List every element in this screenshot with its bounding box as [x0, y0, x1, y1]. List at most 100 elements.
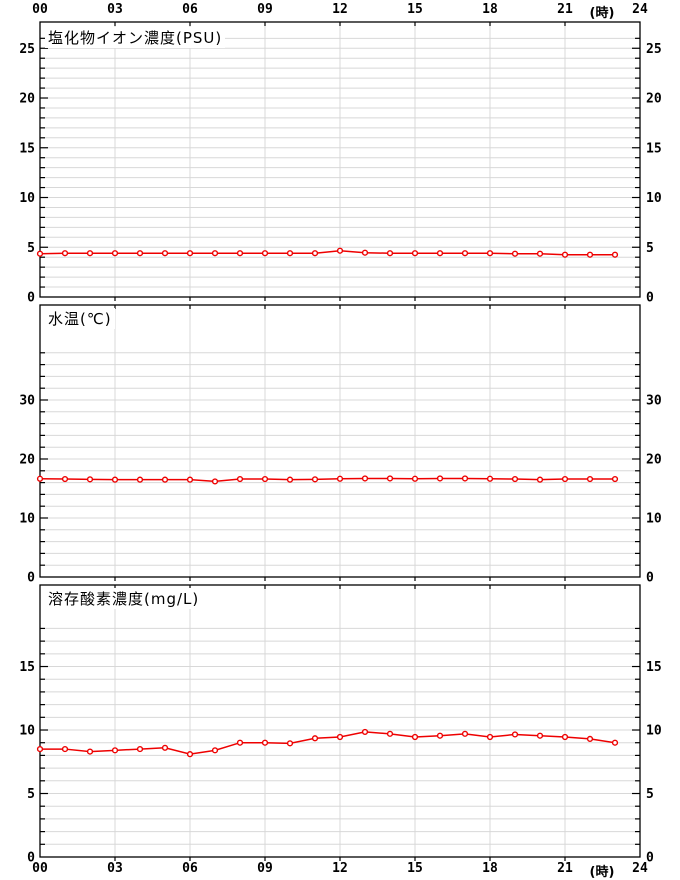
time-unit-label: (時) — [589, 865, 615, 880]
time-tick-label: 00 — [32, 861, 48, 876]
time-tick-label: 21 — [557, 861, 573, 876]
data-point-marker — [461, 250, 469, 257]
series-markers — [36, 728, 619, 758]
svg-text:15: 15 — [19, 141, 35, 156]
data-point-marker — [611, 251, 619, 258]
data-point-marker — [386, 730, 394, 737]
svg-text:30: 30 — [646, 393, 662, 408]
svg-text:10: 10 — [646, 511, 662, 526]
time-tick-label: 24 — [632, 861, 648, 876]
data-point-marker — [61, 745, 69, 753]
data-point-marker — [561, 475, 569, 483]
svg-text:20: 20 — [19, 452, 35, 467]
time-tick-label: 06 — [182, 2, 198, 17]
time-tick-label: 09 — [257, 2, 273, 17]
data-point-marker — [286, 740, 294, 747]
time-tick-label: 06 — [182, 861, 198, 876]
svg-text:0: 0 — [646, 571, 654, 586]
data-point-marker — [511, 475, 519, 483]
svg-text:10: 10 — [19, 191, 35, 206]
data-point-marker — [486, 250, 494, 257]
data-point-marker — [61, 250, 69, 257]
chart-panel-2: 0 0 10 10 20 20 30 30 — [19, 304, 662, 586]
data-point-marker — [136, 250, 144, 257]
data-point-marker — [486, 475, 494, 482]
data-point-marker — [536, 732, 544, 739]
data-point-marker — [236, 475, 244, 483]
data-point-marker — [161, 476, 169, 483]
data-point-marker — [86, 476, 94, 483]
data-point-marker — [136, 476, 144, 483]
time-tick-label: 24 — [632, 2, 648, 17]
data-point-marker — [186, 250, 194, 257]
data-point-marker — [36, 475, 44, 482]
svg-text:10: 10 — [646, 724, 662, 739]
series-markers — [36, 247, 619, 258]
top-time-axis: 00 03 06 09 12 15 18 21 24 (時) — [0, 2, 680, 21]
chart-title-dissolved-oxygen: 溶存酸素濃度(mg/L) — [45, 588, 203, 609]
svg-text:5: 5 — [27, 787, 35, 802]
time-tick-label: 21 — [557, 2, 573, 17]
time-tick-label: 15 — [407, 2, 423, 17]
time-tick-label: 18 — [482, 861, 498, 876]
bottom-time-axis: 00 03 06 09 12 15 18 21 24 (時) — [0, 861, 680, 880]
series-line — [39, 477, 615, 483]
data-point-marker — [436, 732, 444, 739]
svg-text:25: 25 — [19, 42, 35, 57]
svg-text:10: 10 — [19, 511, 35, 526]
data-point-marker — [286, 250, 294, 257]
data-point-marker — [561, 251, 569, 258]
data-point-marker — [411, 475, 419, 482]
svg-text:5: 5 — [646, 787, 654, 802]
time-tick-label: 12 — [332, 2, 348, 17]
data-point-marker — [511, 731, 519, 738]
data-point-marker — [161, 744, 169, 751]
y-axis-labels: 0 0 10 10 20 20 30 30 — [19, 393, 661, 585]
data-point-marker — [186, 476, 194, 483]
data-point-marker — [111, 747, 119, 754]
data-point-marker — [536, 476, 544, 483]
y-ticks — [40, 305, 640, 581]
data-point-marker — [61, 475, 69, 483]
data-point-marker — [611, 739, 619, 746]
data-point-marker — [211, 478, 219, 485]
data-point-marker — [336, 733, 344, 741]
time-tick-label: 03 — [107, 861, 123, 876]
data-point-marker — [361, 249, 369, 256]
data-point-marker — [336, 247, 344, 254]
data-point-marker — [586, 251, 594, 258]
data-point-marker — [161, 250, 169, 257]
time-tick-label: 09 — [257, 861, 273, 876]
chart-panel-1: 0 0 5 5 10 10 15 15 20 20 25 25 — [19, 21, 662, 306]
time-tick-label: 18 — [482, 2, 498, 17]
data-point-marker — [311, 735, 319, 742]
svg-text:15: 15 — [646, 660, 662, 675]
data-point-marker — [211, 747, 219, 754]
time-tick-label: 03 — [107, 2, 123, 17]
svg-text:0: 0 — [27, 851, 35, 866]
data-point-marker — [311, 250, 319, 257]
data-point-marker — [36, 745, 44, 753]
svg-text:0: 0 — [27, 571, 35, 586]
y-ticks — [40, 22, 640, 301]
series-line — [39, 249, 615, 256]
data-point-marker — [261, 250, 269, 257]
data-point-marker — [386, 475, 394, 482]
h-gridlines — [40, 37, 640, 288]
svg-text:20: 20 — [646, 452, 662, 467]
data-point-marker — [336, 475, 344, 482]
data-point-marker — [311, 476, 319, 483]
svg-text:5: 5 — [27, 241, 35, 256]
time-tick-label: 00 — [32, 2, 48, 17]
v-gridlines — [114, 305, 566, 577]
data-point-marker — [236, 739, 244, 746]
data-point-marker — [136, 745, 144, 753]
data-point-marker — [536, 250, 544, 257]
chart-title-chloride: 塩化物イオン濃度(PSU) — [45, 27, 226, 48]
data-point-marker — [361, 475, 369, 482]
data-point-marker — [361, 728, 369, 736]
data-point-marker — [261, 739, 269, 746]
data-point-marker — [436, 250, 444, 257]
